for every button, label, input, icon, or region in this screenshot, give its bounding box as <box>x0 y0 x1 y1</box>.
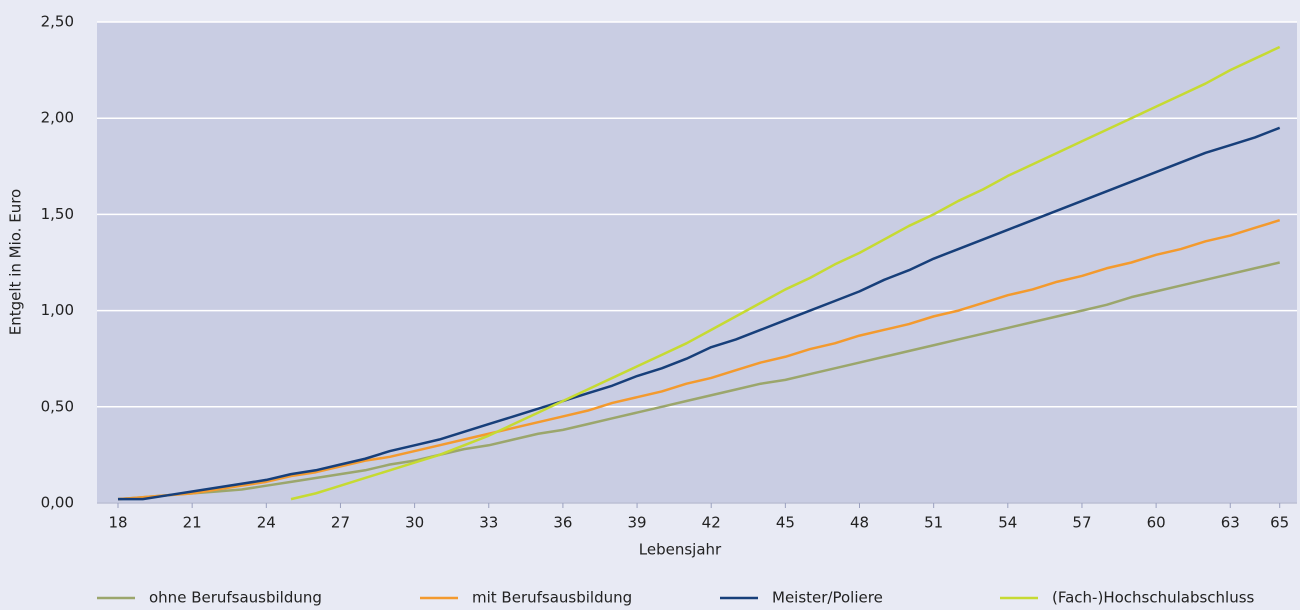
x-tick-label: 24 <box>257 514 276 532</box>
x-tick-label: 48 <box>850 514 869 532</box>
x-tick-label: 27 <box>331 514 350 532</box>
x-tick-label: 30 <box>405 514 424 532</box>
x-tick-label: 60 <box>1147 514 1166 532</box>
y-tick-label: 2,50 <box>41 13 74 31</box>
x-tick-label: 21 <box>183 514 202 532</box>
y-axis-label: Entgelt in Mio. Euro <box>7 189 25 335</box>
y-tick-label: 0,50 <box>41 397 74 415</box>
x-tick-label: 57 <box>1072 514 1091 532</box>
legend-label: mit Berufsausbildung <box>472 589 632 607</box>
legend-label: (Fach-)Hochschulabschluss <box>1052 589 1255 607</box>
x-tick-label: 39 <box>628 514 647 532</box>
x-tick-label: 36 <box>553 514 572 532</box>
series-line <box>117 218 1281 501</box>
x-tick-label: 18 <box>108 514 127 532</box>
y-tick-label: 2,00 <box>41 109 74 127</box>
series-line <box>290 45 1281 501</box>
y-tick-label: 1,00 <box>41 301 74 319</box>
legend-label: ohne Berufsausbildung <box>149 589 322 607</box>
plot-area <box>97 22 1297 503</box>
x-axis-label: Lebensjahr <box>639 541 722 559</box>
x-tick-label: 63 <box>1221 514 1240 532</box>
y-tick-label: 1,50 <box>41 205 74 223</box>
x-tick-label: 51 <box>924 514 943 532</box>
x-tick-label: 42 <box>702 514 721 532</box>
series-line <box>118 126 1281 501</box>
x-tick-label: 33 <box>479 514 498 532</box>
y-tick-label: 0,00 <box>41 494 74 512</box>
series-line <box>117 261 1280 501</box>
x-tick-label: 65 <box>1270 514 1289 532</box>
legend-label: Meister/Poliere <box>772 589 883 607</box>
x-tick-label: 45 <box>776 514 795 532</box>
x-tick-label: 54 <box>998 514 1017 532</box>
